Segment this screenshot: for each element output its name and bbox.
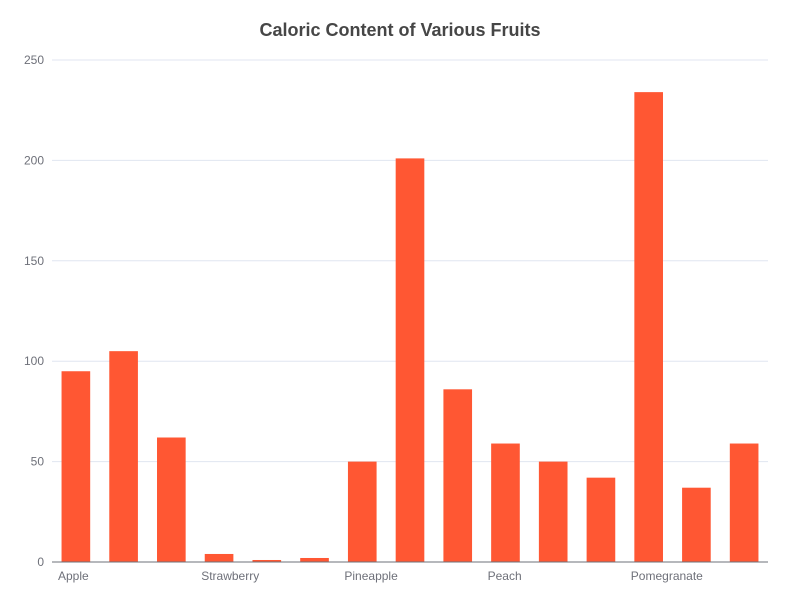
x-tick-label: Strawberry bbox=[201, 569, 259, 583]
bar[interactable] bbox=[729, 443, 759, 562]
x-tick-label: Peach bbox=[488, 569, 522, 583]
bar[interactable] bbox=[682, 487, 711, 562]
bar[interactable] bbox=[347, 461, 377, 562]
y-tick-label: 0 bbox=[37, 555, 44, 569]
bar[interactable] bbox=[491, 443, 520, 562]
axis-labels: 0 50 100 150 200 250 Apple Strawberry Pineapple P… bbox=[24, 53, 703, 583]
y-tick-label: 150 bbox=[24, 254, 44, 268]
x-tick-label: Pomegranate bbox=[631, 569, 703, 583]
y-tick-label: 250 bbox=[24, 53, 44, 67]
x-tick-label: Apple bbox=[58, 569, 89, 583]
y-tick-label: 100 bbox=[24, 354, 44, 368]
bar[interactable] bbox=[109, 351, 138, 562]
bar[interactable] bbox=[204, 553, 234, 562]
bar[interactable] bbox=[252, 559, 282, 562]
bar[interactable] bbox=[634, 92, 663, 563]
bar[interactable] bbox=[443, 389, 473, 562]
y-tick-label: 50 bbox=[31, 455, 45, 469]
x-tick-label: Pineapple bbox=[344, 569, 398, 583]
bar[interactable] bbox=[300, 557, 329, 562]
bar[interactable] bbox=[586, 477, 616, 562]
bar[interactable] bbox=[538, 461, 568, 562]
bar[interactable] bbox=[395, 158, 425, 562]
bar[interactable] bbox=[61, 371, 91, 562]
chart-title: Caloric Content of Various Fruits bbox=[259, 20, 541, 40]
bar[interactable] bbox=[157, 437, 186, 562]
y-tick-label: 200 bbox=[24, 153, 44, 167]
bars bbox=[61, 92, 759, 563]
